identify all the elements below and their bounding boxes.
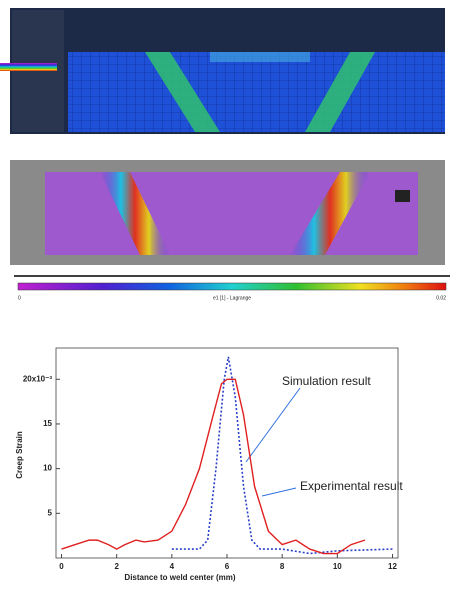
y-tick-label: 15 [43, 419, 52, 428]
arrow [261, 487, 297, 497]
fem-image [0, 8, 445, 134]
annotation: Simulation result [282, 374, 371, 388]
colorbar-min: 0 [18, 295, 21, 301]
arrow [245, 387, 301, 463]
dic-image [10, 160, 445, 265]
y-tick-label: 20x10⁻³ [23, 374, 52, 383]
series-line [61, 378, 366, 555]
y-axis-title: Creep Strain [15, 431, 24, 479]
x-axis-title: Distance to weld center (mm) [124, 573, 235, 582]
x-tick-label: 12 [388, 562, 397, 571]
x-tick-label: 6 [225, 562, 230, 571]
colorbar-title: e1 [1] - Lagrange [213, 295, 251, 301]
series-line [171, 356, 393, 555]
x-tick-label: 4 [170, 562, 175, 571]
colorbar-max: 0.02 [436, 295, 446, 301]
x-tick-label: 2 [114, 562, 119, 571]
annotation: Experimental result [300, 479, 403, 493]
colorbar [17, 282, 447, 291]
y-tick-label: 10 [43, 464, 52, 473]
x-tick-label: 10 [333, 562, 342, 571]
x-tick-label: 0 [59, 562, 64, 571]
y-tick-label: 5 [48, 508, 53, 517]
x-tick-label: 8 [280, 562, 285, 571]
